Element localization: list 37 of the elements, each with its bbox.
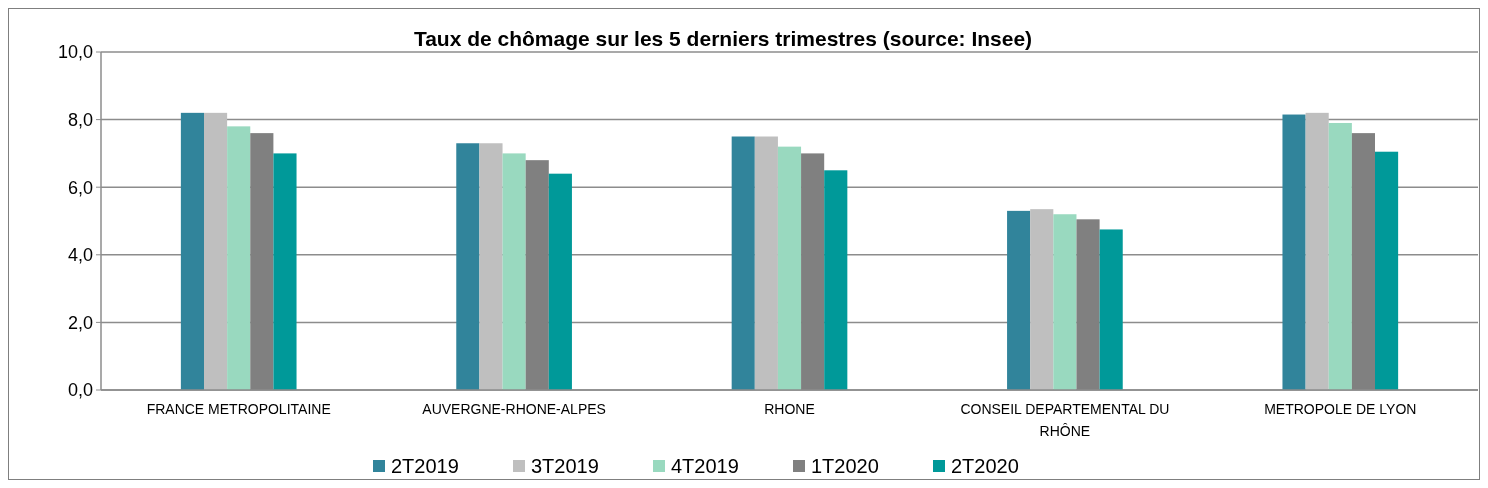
y-tick-label: 10,0 <box>57 42 93 63</box>
legend-label: 2T2019 <box>391 455 459 477</box>
bar <box>1282 114 1306 390</box>
bar <box>731 136 755 390</box>
y-tick-label: 0,0 <box>67 380 93 401</box>
bar <box>502 153 526 390</box>
y-tick-label: 6,0 <box>67 177 93 198</box>
legend-label: 4T2019 <box>671 455 739 477</box>
legend-label: 1T2020 <box>811 455 879 477</box>
bar <box>1375 151 1399 390</box>
bar <box>777 146 802 390</box>
y-tick-label: 4,0 <box>67 245 93 266</box>
bar <box>754 136 778 390</box>
x-tick-label: RHONE <box>764 401 815 417</box>
bar <box>1007 210 1031 390</box>
bar <box>1328 122 1352 390</box>
x-tick-label: FRANCE METROPOLITAINE <box>146 401 331 417</box>
bar <box>548 173 572 390</box>
bar <box>204 112 228 390</box>
bar <box>273 153 297 390</box>
bar <box>1053 214 1077 390</box>
bar <box>1305 112 1329 390</box>
chart-title: Taux de chômage sur les 5 derniers trimestres (source: Insee) <box>413 27 1033 50</box>
bar <box>180 112 204 390</box>
legend-label: 3T2019 <box>531 455 599 477</box>
bar <box>227 126 251 390</box>
bar <box>479 143 503 390</box>
legend-label: 2T2020 <box>951 455 1019 477</box>
bar <box>456 143 480 390</box>
bar <box>1099 229 1123 390</box>
bar <box>1030 209 1054 390</box>
bar <box>824 170 848 390</box>
y-tick-label: 2,0 <box>67 312 93 333</box>
y-tick-label: 8,0 <box>67 109 93 130</box>
x-tick-label: AUVERGNE-RHONE-ALPES <box>422 401 606 417</box>
x-tick-label: METROPOLE DE LYON <box>1264 401 1417 417</box>
x-tick-label: CONSEIL DEPARTEMENTAL DU RHÔNE <box>960 401 1170 439</box>
